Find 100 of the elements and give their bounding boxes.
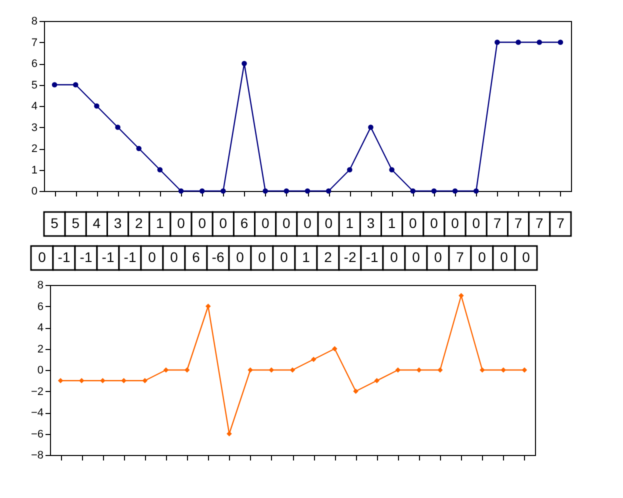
y-tick-label: 6 xyxy=(31,58,38,70)
point xyxy=(94,103,100,109)
point xyxy=(494,40,500,45)
y-tick-label: 5 xyxy=(31,79,38,92)
point xyxy=(52,82,58,88)
data-label: 3 xyxy=(114,215,122,231)
data-label: -2 xyxy=(344,249,356,265)
point xyxy=(78,378,84,384)
data-label: -1 xyxy=(102,249,114,265)
point xyxy=(310,356,316,362)
data-label: 7 xyxy=(556,215,565,231)
point xyxy=(558,40,564,45)
data-label: 5 xyxy=(50,215,59,231)
data-label: 0 xyxy=(478,249,486,265)
data-label: 7 xyxy=(535,215,544,231)
data-label: 0 xyxy=(522,249,530,265)
data-label: 0 xyxy=(304,215,312,231)
point xyxy=(199,188,205,194)
data-label: 3 xyxy=(366,215,375,231)
data-label: 0 xyxy=(409,215,417,231)
point xyxy=(458,292,464,298)
data-label: -1 xyxy=(124,249,136,265)
data-label: 1 xyxy=(346,215,354,231)
data-label: 2 xyxy=(134,215,143,231)
y-tick-label: 3 xyxy=(31,122,38,134)
point xyxy=(473,188,479,194)
data-label: 0 xyxy=(219,215,228,231)
data-label: 5 xyxy=(72,215,80,231)
data-label: -1 xyxy=(80,249,92,265)
point xyxy=(142,378,148,384)
point xyxy=(262,188,268,194)
data-label: 0 xyxy=(451,215,460,231)
point xyxy=(452,188,458,194)
y-tick-label: 4 xyxy=(37,322,44,334)
point xyxy=(522,367,528,373)
y-tick-label: −2 xyxy=(30,386,44,398)
data-label: -1 xyxy=(58,249,70,265)
data-label: 0 xyxy=(198,215,206,231)
point xyxy=(347,167,352,172)
y-tick-label: 4 xyxy=(31,100,38,112)
data-label: 0 xyxy=(280,249,288,265)
data-label: 0 xyxy=(434,249,442,265)
point xyxy=(332,346,338,352)
data-label: 1 xyxy=(156,215,164,231)
point xyxy=(516,40,521,45)
point xyxy=(410,188,416,194)
point xyxy=(389,167,394,172)
y-tick-label: 2 xyxy=(37,343,44,356)
y-tick-label: 0 xyxy=(31,186,38,198)
data-label: 0 xyxy=(170,249,178,265)
data-label: 0 xyxy=(177,215,186,231)
data-label: 0 xyxy=(412,249,420,265)
point xyxy=(416,367,422,373)
y-tick-label: −6 xyxy=(30,428,44,440)
point xyxy=(115,124,120,130)
data-label: 0 xyxy=(261,215,270,231)
data-label: 4 xyxy=(92,215,101,231)
y-tick-label: −4 xyxy=(30,407,44,419)
point xyxy=(163,367,169,373)
y-tick-label: −8 xyxy=(30,450,44,462)
point xyxy=(326,188,332,194)
data-label: 7 xyxy=(493,215,502,231)
data-label: 1 xyxy=(302,249,310,265)
data-label: 0 xyxy=(148,249,156,265)
y-tick-label: 0 xyxy=(37,364,44,376)
point xyxy=(536,40,542,45)
point xyxy=(100,378,106,384)
data-label: 0 xyxy=(324,215,333,231)
point xyxy=(242,60,247,66)
point xyxy=(226,431,232,436)
data-label: 0 xyxy=(390,249,398,265)
y-tick-label: 6 xyxy=(37,300,44,313)
y-tick-label: 7 xyxy=(31,36,38,49)
y-tick-label: 8 xyxy=(37,280,44,292)
data-label: 0 xyxy=(500,249,508,265)
data-label: 2 xyxy=(324,249,332,265)
y-tick-label: 2 xyxy=(31,143,38,155)
point xyxy=(157,167,163,172)
point xyxy=(121,378,126,384)
data-label: -6 xyxy=(212,249,224,265)
point xyxy=(290,367,296,373)
point xyxy=(220,188,226,194)
point xyxy=(58,378,64,384)
data-label: 6 xyxy=(192,249,200,265)
point xyxy=(136,146,142,152)
data-label: 0 xyxy=(236,249,244,265)
data-label: -1 xyxy=(366,249,378,265)
point xyxy=(368,124,374,130)
point xyxy=(72,82,78,88)
y-tick-label: 8 xyxy=(31,16,38,28)
point xyxy=(431,188,437,194)
point xyxy=(178,188,184,194)
y-tick-label: 1 xyxy=(31,164,38,176)
data-label: 7 xyxy=(456,249,464,265)
data-label: 0 xyxy=(258,249,266,265)
data-label: 6 xyxy=(240,215,248,231)
point xyxy=(374,378,380,384)
data-label: 0 xyxy=(472,215,480,231)
point xyxy=(304,188,310,194)
point xyxy=(353,388,358,394)
